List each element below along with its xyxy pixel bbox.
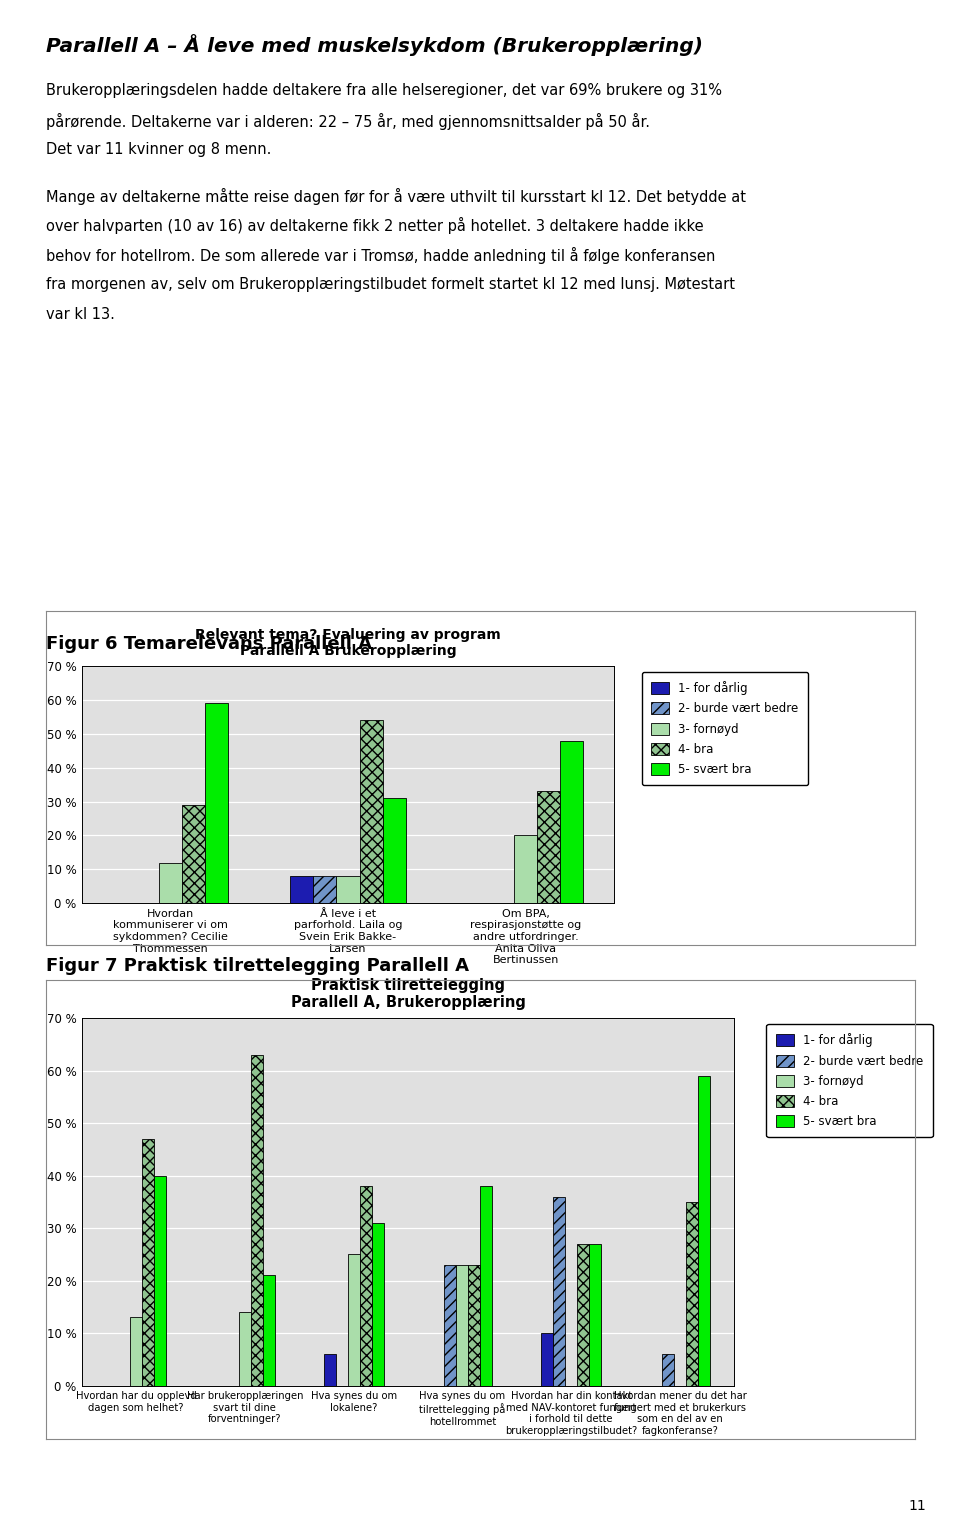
- Bar: [130, 1317, 142, 1386]
- Bar: [686, 1202, 698, 1386]
- Bar: [698, 1076, 709, 1386]
- Text: behov for hotellrom. De som allerede var i Tromsø, hadde anledning til å følge k: behov for hotellrom. De som allerede var…: [46, 246, 715, 265]
- Bar: [336, 876, 360, 903]
- Legend: 1- for dårlig, 2- burde vært bedre, 3- fornøyd, 4- bra, 5- svært bra: 1- for dårlig, 2- burde vært bedre, 3- f…: [641, 672, 808, 785]
- Text: Figur 6 Temarelevans Parallell A: Figur 6 Temarelevans Parallell A: [46, 635, 372, 654]
- Text: Brukeropplæringsdelen hadde deltakere fra alle helseregioner, det var 69% bruker: Brukeropplæringsdelen hadde deltakere fr…: [46, 83, 722, 98]
- Bar: [456, 1265, 468, 1386]
- Bar: [158, 862, 182, 903]
- Bar: [239, 1312, 251, 1386]
- Bar: [348, 1254, 360, 1386]
- Text: Figur 7 Praktisk tilrettelegging Parallell A: Figur 7 Praktisk tilrettelegging Paralle…: [46, 957, 469, 975]
- Bar: [468, 1265, 480, 1386]
- Bar: [263, 1275, 275, 1386]
- Bar: [290, 876, 313, 903]
- Bar: [577, 1243, 589, 1386]
- Bar: [324, 1353, 336, 1386]
- Title: Relevant tema? Evaluering av program
Parallell A Brukeropplæring: Relevant tema? Evaluering av program Par…: [195, 628, 501, 658]
- Bar: [154, 1176, 166, 1386]
- Text: Parallell A – Å leve med muskelsykdom (Brukeropplæring): Parallell A – Å leve med muskelsykdom (B…: [46, 34, 703, 55]
- Bar: [541, 1334, 553, 1386]
- Text: Det var 11 kvinner og 8 menn.: Det var 11 kvinner og 8 menn.: [46, 142, 272, 158]
- Bar: [360, 1187, 372, 1386]
- Bar: [553, 1197, 565, 1386]
- Bar: [480, 1187, 492, 1386]
- Text: 11: 11: [909, 1499, 926, 1513]
- Text: Mange av deltakerne måtte reise dagen før for å være uthvilt til kursstart kl 12: Mange av deltakerne måtte reise dagen fø…: [46, 187, 746, 205]
- Bar: [360, 720, 383, 903]
- Text: over halvparten (10 av 16) av deltakerne fikk 2 netter på hotellet. 3 deltakere : over halvparten (10 av 16) av deltakerne…: [46, 217, 704, 234]
- Text: var kl 13.: var kl 13.: [46, 306, 115, 322]
- Bar: [662, 1353, 674, 1386]
- Title: Praktisk tilrettelegging
Parallell A, Brukeropplæring: Praktisk tilrettelegging Parallell A, Br…: [291, 978, 525, 1010]
- Bar: [251, 1055, 263, 1386]
- Text: fra morgenen av, selv om Brukeropplæringstilbudet formelt startet kl 12 med luns: fra morgenen av, selv om Brukeropplæring…: [46, 277, 735, 292]
- Bar: [205, 703, 228, 903]
- Bar: [589, 1243, 601, 1386]
- Legend: 1- for dårlig, 2- burde vært bedre, 3- fornøyd, 4- bra, 5- svært bra: 1- for dårlig, 2- burde vært bedre, 3- f…: [766, 1024, 933, 1138]
- Bar: [538, 792, 561, 903]
- Text: pårørende. Deltakerne var i alderen: 22 – 75 år, med gjennomsnittsalder på 50 år: pårørende. Deltakerne var i alderen: 22 …: [46, 113, 650, 130]
- Bar: [182, 805, 205, 903]
- Bar: [561, 741, 584, 903]
- Bar: [383, 798, 406, 903]
- Bar: [142, 1139, 154, 1386]
- Bar: [313, 876, 336, 903]
- Bar: [514, 836, 538, 903]
- Bar: [444, 1265, 456, 1386]
- Bar: [372, 1223, 383, 1386]
